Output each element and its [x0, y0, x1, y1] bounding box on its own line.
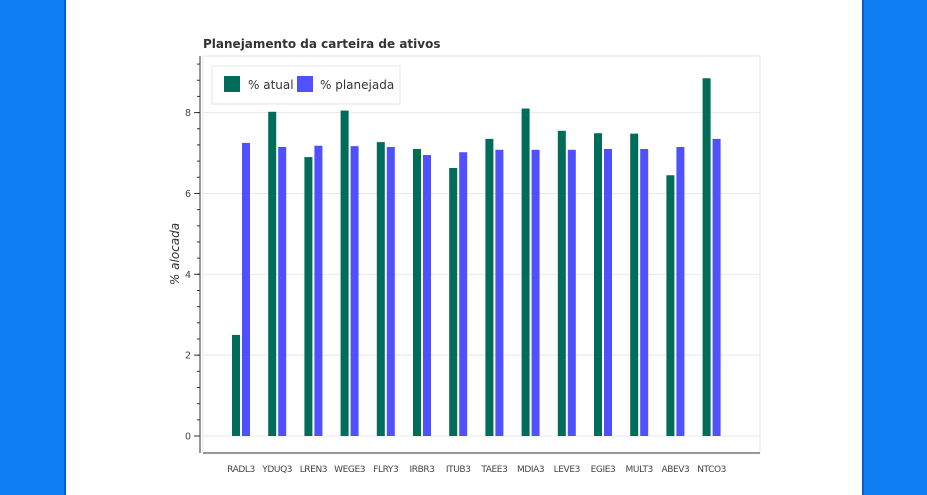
x-axis: RADL3 YDUQ3 LREN3 WEGE3 FLRY3 IRBR3 ITUB3 TAEE3…: [203, 452, 760, 475]
y-tick-label: 6: [185, 189, 191, 200]
bar-planejada-mult3: [640, 148, 649, 436]
legend-label-planejada: % planejada: [320, 78, 394, 92]
bar-planejada-wege3: [350, 146, 359, 437]
x-tick-label: MULT3: [626, 465, 653, 475]
x-tick-label: WEGE3: [334, 465, 365, 475]
bar-planejada-yduq3: [278, 146, 287, 436]
x-tick-label: RADL3: [227, 465, 255, 475]
legend-swatch-atual: [224, 76, 240, 92]
y-tick-label: 2: [185, 351, 191, 362]
bar-atual-egie3: [594, 133, 602, 436]
y-tick-label: 4: [185, 270, 191, 281]
bar-planejada-lren3: [314, 145, 323, 436]
bar-atual-irbr3: [413, 148, 421, 436]
bar-atual-flry3: [376, 142, 385, 436]
bar-atual-itub3: [449, 167, 458, 436]
bar-planejada-abev3: [676, 146, 685, 436]
y-tick-label: 0: [185, 432, 191, 443]
bar-planejada-flry3: [386, 146, 395, 436]
bar-planejada-radl3: [242, 142, 250, 436]
bar-atual-mult3: [630, 133, 639, 437]
bars: [232, 78, 721, 437]
bar-atual-radl3: [232, 334, 240, 436]
bar-planejada-taee3: [495, 149, 504, 436]
y-axis-label: % alocada: [168, 223, 182, 285]
x-tick-label: ABEV3: [661, 465, 689, 475]
legend-swatch-planejada: [297, 76, 313, 92]
chart-panel: Planejamento da carteira de ativos 0 2 4 6 8…: [66, 0, 862, 495]
left-background: [0, 0, 66, 495]
x-tick-label: YDUQ3: [261, 465, 292, 475]
legend: % atual % planejada: [211, 65, 401, 105]
x-tick-label: LEVE3: [554, 465, 580, 475]
legend-label-atual: % atual: [248, 78, 294, 92]
bar-planejada-itub3: [459, 152, 468, 436]
bar-planejada-irbr3: [423, 155, 431, 437]
bar-atual-lren3: [304, 157, 313, 436]
bar-atual-leve3: [557, 130, 566, 436]
bar-planejada-leve3: [567, 149, 576, 436]
chart-title: Planejamento da carteira de ativos: [203, 37, 440, 51]
y-axis: 0 2 4 6 8: [185, 56, 201, 453]
x-tick-label: FLRY3: [373, 465, 398, 475]
x-tick-label: ITUB3: [446, 465, 471, 475]
right-background: [862, 0, 927, 495]
bar-atual-yduq3: [268, 111, 277, 436]
y-tick-label: 8: [185, 108, 191, 119]
bar-planejada-ntco3: [712, 138, 721, 436]
bar-planejada-egie3: [604, 148, 612, 436]
bar-atual-mdia3: [521, 108, 530, 436]
bar-atual-abev3: [666, 175, 675, 437]
bar-planejada-mdia3: [531, 149, 540, 436]
bar-atual-taee3: [485, 138, 494, 436]
x-tick-label: LREN3: [300, 465, 327, 475]
bar-atual-wege3: [340, 110, 349, 437]
x-tick-label: EGIE3: [591, 465, 616, 475]
x-tick-label: IRBR3: [409, 465, 434, 475]
x-tick-label: NTCO3: [697, 465, 726, 475]
x-tick-label: MDIA3: [517, 465, 544, 475]
bar-atual-ntco3: [702, 78, 711, 436]
x-tick-label: TAEE3: [480, 465, 507, 475]
bar-chart: Planejamento da carteira de ativos 0 2 4 6 8…: [168, 37, 761, 475]
